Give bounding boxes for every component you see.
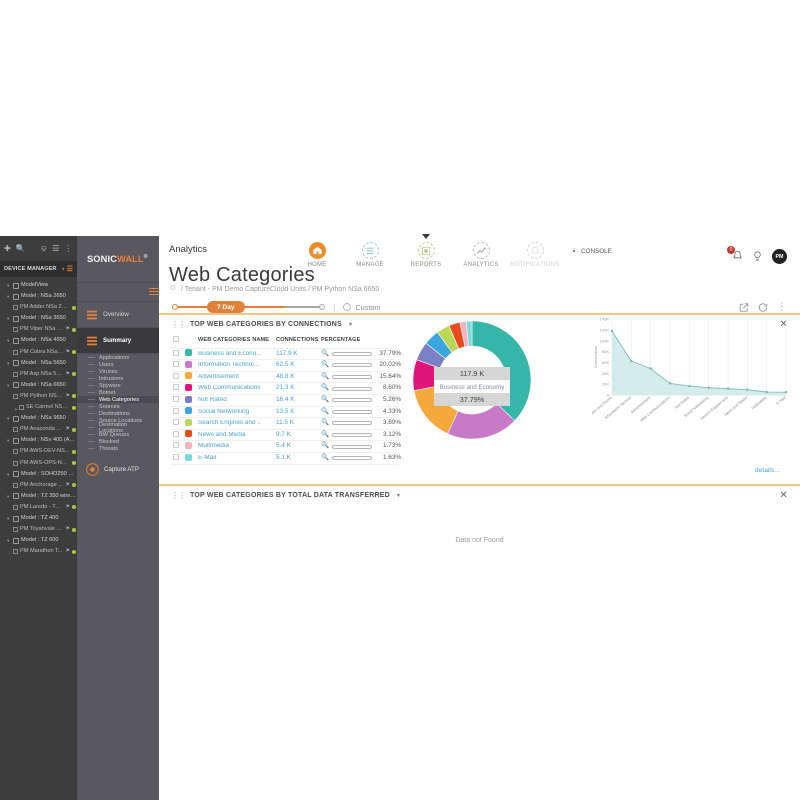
svg-text:117.9 K: 117.9 K <box>460 369 484 378</box>
svg-text:Business and Economy: Business and Economy <box>440 384 506 391</box>
svg-text:100K: 100K <box>600 338 610 343</box>
svg-text:20K: 20K <box>602 382 609 387</box>
svg-text:E-Mail: E-Mail <box>776 396 787 406</box>
svg-text:120K: 120K <box>600 327 610 332</box>
svg-text:Not Rated: Not Rated <box>674 396 690 410</box>
svg-text:37.79%: 37.79% <box>460 395 485 404</box>
svg-text:Multimedia: Multimedia <box>751 395 768 410</box>
svg-text:80K: 80K <box>602 349 609 354</box>
svg-text:40K: 40K <box>602 371 609 376</box>
svg-text:60K: 60K <box>602 360 609 365</box>
svg-text:Connections: Connections <box>593 346 598 368</box>
svg-text:140K: 140K <box>600 317 610 322</box>
